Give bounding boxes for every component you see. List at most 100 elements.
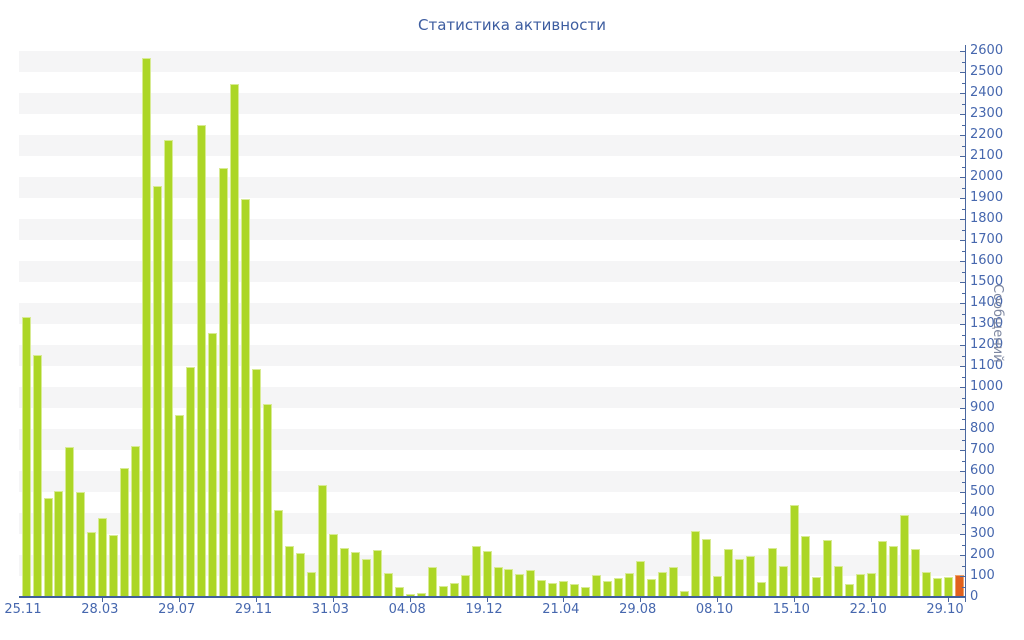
activity-bar[interactable] [361, 559, 371, 597]
activity-bar[interactable] [32, 354, 42, 597]
activity-bar[interactable] [449, 583, 459, 597]
activity-bar[interactable] [592, 574, 602, 597]
activity-bar[interactable] [175, 415, 185, 597]
activity-bar[interactable] [899, 515, 909, 597]
activity-bar[interactable] [647, 579, 657, 597]
activity-bar[interactable] [515, 573, 525, 597]
activity-bar[interactable] [383, 572, 393, 597]
activity-bar[interactable] [142, 58, 152, 597]
activity-bar[interactable] [822, 540, 832, 597]
activity-bar[interactable] [702, 539, 711, 597]
activity-bar[interactable] [833, 565, 843, 597]
activity-bar[interactable] [109, 535, 119, 597]
activity-bar[interactable] [43, 498, 53, 597]
activity-bar[interactable] [263, 403, 272, 597]
activity-bar[interactable] [284, 545, 294, 597]
activity-bar[interactable] [603, 581, 613, 597]
activity-bar[interactable] [745, 556, 755, 597]
activity-bar[interactable] [910, 548, 920, 597]
activity-bar[interactable] [230, 83, 239, 597]
activity-bar[interactable] [778, 565, 788, 597]
activity-bar[interactable] [866, 572, 876, 597]
activity-bar[interactable] [54, 491, 64, 597]
activity-bar[interactable] [559, 581, 569, 597]
activity-bar[interactable] [669, 566, 679, 597]
activity-bar[interactable] [844, 584, 854, 597]
activity-bar[interactable] [800, 536, 810, 597]
activity-bar[interactable] [131, 445, 141, 597]
activity-bar[interactable] [273, 509, 283, 597]
activity-bar[interactable] [197, 124, 207, 597]
y-major-tick [960, 177, 965, 178]
activity-bar[interactable] [460, 574, 470, 597]
activity-bar[interactable] [219, 167, 229, 597]
activity-bar[interactable] [504, 568, 514, 597]
activity-bar[interactable] [120, 467, 130, 597]
y-tick-label: 700 [970, 442, 995, 457]
x-tick-label: 29.10 [926, 602, 964, 617]
activity-bar[interactable] [636, 561, 646, 597]
activity-bar[interactable] [438, 585, 448, 597]
activity-bar[interactable] [548, 583, 558, 597]
y-minor-tick [962, 82, 965, 84]
activity-bar[interactable] [416, 592, 426, 597]
y-major-tick [960, 303, 965, 304]
y-tick-label: 0 [970, 589, 979, 604]
activity-bar[interactable] [328, 534, 338, 597]
activity-bar[interactable] [713, 576, 722, 597]
activity-bar[interactable] [570, 584, 580, 597]
activity-bar[interactable] [394, 586, 404, 597]
activity-bar[interactable] [943, 577, 953, 597]
activity-bar[interactable] [581, 586, 591, 597]
activity-bar[interactable] [625, 572, 635, 597]
y-major-tick [960, 492, 965, 493]
x-tick [179, 598, 181, 602]
activity-bar[interactable] [855, 573, 865, 597]
activity-bar[interactable] [789, 504, 799, 597]
activity-bar[interactable] [493, 566, 503, 597]
activity-bar[interactable] [932, 578, 942, 597]
activity-bar[interactable] [153, 186, 163, 597]
activity-bar[interactable] [482, 550, 492, 597]
activity-bar[interactable] [767, 547, 777, 597]
y-major-tick [960, 240, 965, 241]
activity-bar[interactable] [756, 582, 766, 597]
activity-bar[interactable] [724, 548, 733, 597]
activity-bar[interactable] [76, 492, 86, 597]
activity-bar[interactable] [164, 140, 174, 597]
activity-bar[interactable] [252, 369, 261, 597]
activity-bar[interactable] [306, 571, 316, 597]
activity-bar[interactable] [317, 484, 327, 597]
activity-bar[interactable] [186, 367, 196, 597]
activity-bar[interactable] [241, 199, 250, 597]
activity-bar[interactable] [888, 545, 898, 597]
activity-bar[interactable] [65, 446, 75, 597]
activity-bar[interactable] [21, 316, 31, 597]
y-minor-tick [962, 187, 965, 189]
x-tick-label: 08.10 [695, 602, 734, 617]
activity-bar[interactable] [734, 559, 744, 597]
activity-bar[interactable] [680, 590, 690, 597]
activity-bar[interactable] [658, 571, 668, 597]
activity-bar[interactable] [427, 566, 437, 597]
activity-bar[interactable] [295, 552, 305, 597]
activity-bar[interactable] [811, 577, 821, 597]
activity-bar[interactable] [691, 530, 700, 597]
activity-bar[interactable] [921, 571, 931, 597]
activity-bar[interactable] [98, 518, 108, 597]
activity-bar[interactable] [339, 547, 349, 597]
activity-bar[interactable] [405, 593, 415, 597]
activity-bar[interactable] [537, 580, 547, 597]
activity-bar[interactable] [877, 541, 887, 597]
activity-bar[interactable] [372, 549, 382, 597]
current-period-bar[interactable] [954, 574, 964, 597]
y-major-tick [960, 450, 965, 451]
x-tick-label: 04.08 [388, 602, 426, 617]
activity-bar[interactable] [614, 578, 624, 597]
activity-bar[interactable] [208, 333, 218, 597]
activity-bar[interactable] [526, 569, 536, 597]
y-major-tick [960, 429, 965, 430]
activity-bar[interactable] [87, 531, 97, 597]
activity-bar[interactable] [350, 551, 360, 597]
activity-bar[interactable] [471, 545, 481, 597]
